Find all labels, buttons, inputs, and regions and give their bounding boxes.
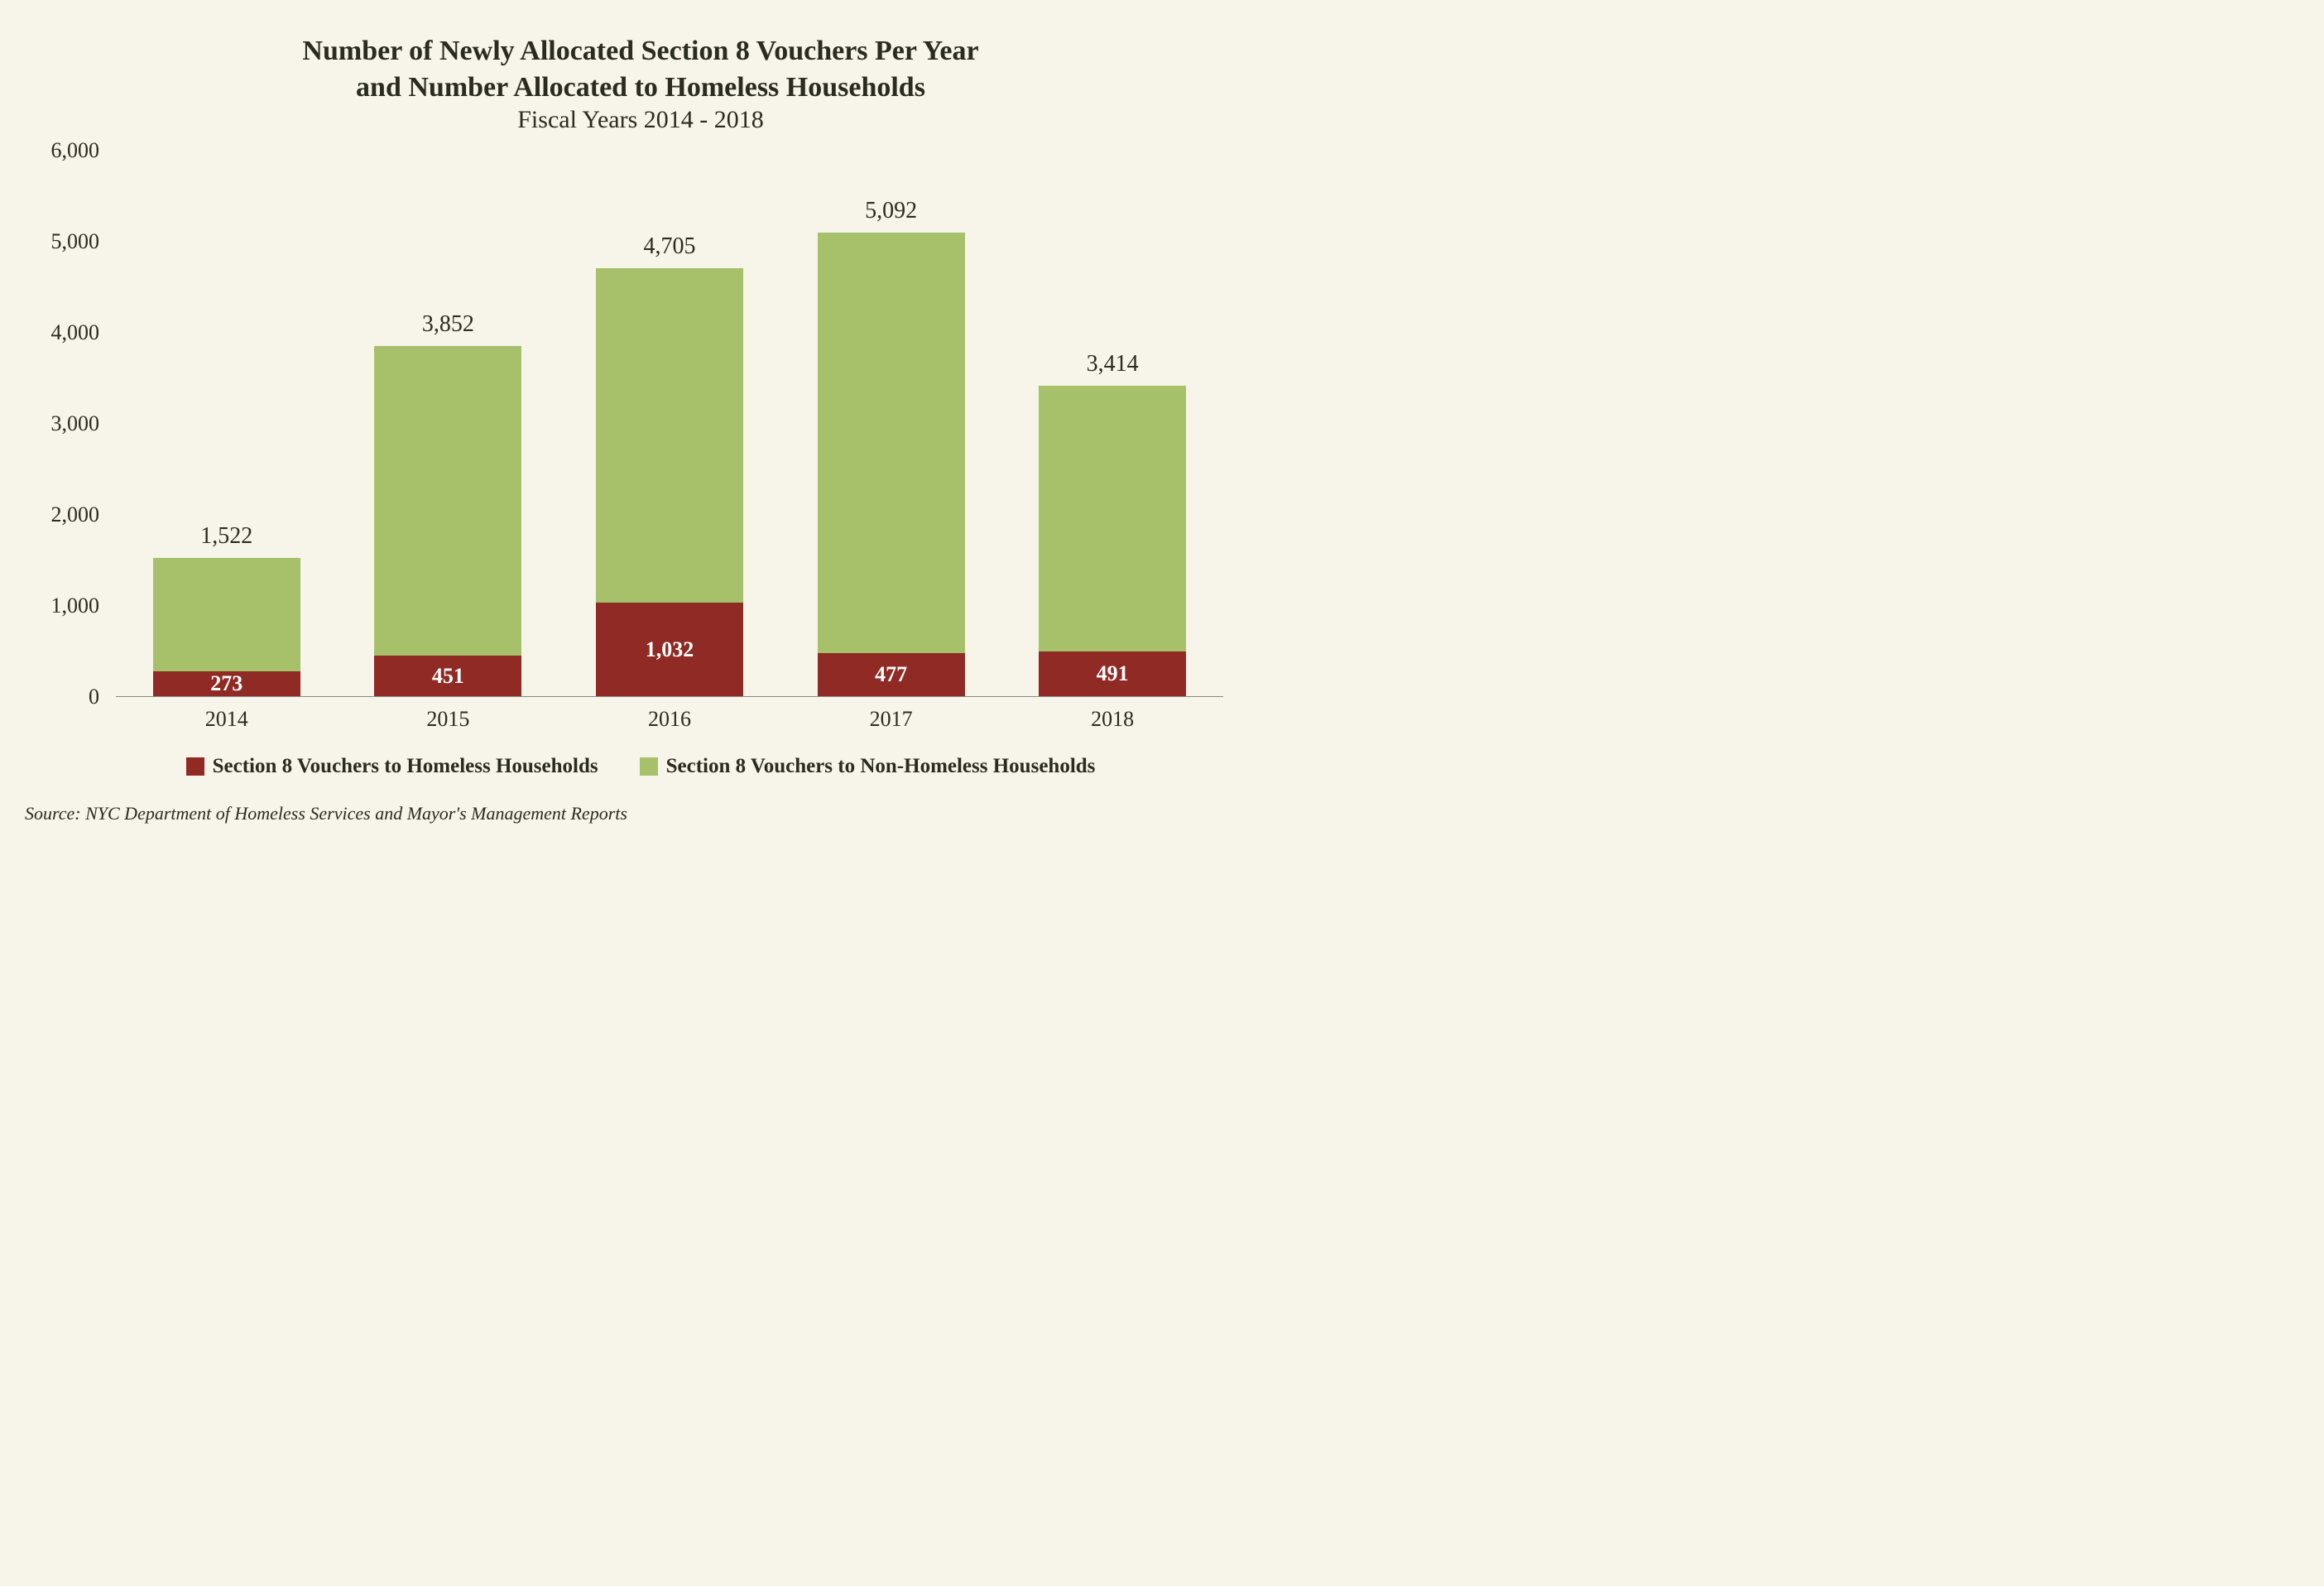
bar-value-label: 273 [210, 671, 242, 696]
bar-total-label: 1,522 [200, 523, 252, 550]
chart-title-line1: Number of Newly Allocated Section 8 Vouc… [25, 33, 1256, 70]
legend: Section 8 Vouchers to Homeless Household… [25, 755, 1256, 778]
bar-stack: 491 [1039, 386, 1186, 697]
plot-area: 01,0002,0003,0004,0005,0006,000 2731,522… [116, 151, 1223, 697]
bar-value-label: 491 [1097, 661, 1129, 686]
bar-group: 2731,522 [153, 558, 300, 696]
bar-total-label: 3,414 [1087, 351, 1139, 377]
bar-stack: 477 [818, 233, 965, 696]
x-tick-label: 2014 [153, 707, 300, 732]
bar-segment-homeless: 1,032 [596, 603, 743, 697]
bar-group: 4513,852 [374, 346, 521, 697]
bar-segment-nonhomeless [818, 233, 965, 653]
legend-label: Section 8 Vouchers to Non-Homeless House… [666, 755, 1096, 778]
y-tick-label: 0 [89, 685, 99, 709]
x-tick-label: 2017 [818, 707, 965, 732]
y-tick-label: 4,000 [51, 320, 100, 345]
bar-segment-homeless: 451 [374, 656, 521, 697]
bar-stack: 451 [374, 346, 521, 697]
bar-total-label: 4,705 [643, 233, 695, 260]
bar-group: 1,0324,705 [596, 268, 743, 697]
legend-swatch [640, 757, 658, 776]
legend-item: Section 8 Vouchers to Homeless Household… [186, 755, 598, 778]
x-axis: 2014 2015 2016 2017 2018 [116, 707, 1223, 732]
x-tick-label: 2015 [374, 707, 521, 732]
x-tick-label: 2016 [596, 707, 743, 732]
bar-group: 4913,414 [1039, 386, 1186, 697]
chart-container: Number of Newly Allocated Section 8 Vouc… [0, 0, 1281, 876]
y-tick-label: 5,000 [51, 229, 100, 254]
bar-segment-nonhomeless [1039, 386, 1186, 652]
y-tick-label: 1,000 [51, 594, 100, 618]
y-tick-label: 2,000 [51, 502, 100, 527]
bar-stack: 1,032 [596, 268, 743, 697]
bar-total-label: 3,852 [422, 311, 474, 338]
bar-segment-nonhomeless [374, 346, 521, 656]
bar-value-label: 477 [875, 662, 907, 687]
bar-segment-homeless: 273 [153, 671, 300, 696]
x-tick-label: 2018 [1039, 707, 1186, 732]
source-text: Source: NYC Department of Homeless Servi… [25, 803, 1256, 824]
bar-segment-homeless: 477 [818, 653, 965, 696]
bar-segment-nonhomeless [596, 268, 743, 603]
chart-subtitle: Fiscal Years 2014 - 2018 [25, 106, 1256, 134]
legend-item: Section 8 Vouchers to Non-Homeless House… [640, 755, 1096, 778]
y-tick-label: 6,000 [51, 138, 100, 163]
legend-label: Section 8 Vouchers to Homeless Household… [213, 755, 598, 778]
bar-value-label: 1,032 [646, 637, 694, 662]
legend-swatch [186, 757, 204, 776]
bar-total-label: 5,092 [865, 198, 917, 224]
bars-region: 2731,5224513,8521,0324,7054775,0924913,4… [116, 151, 1223, 697]
y-axis: 01,0002,0003,0004,0005,0006,000 [25, 151, 108, 697]
bar-segment-nonhomeless [153, 558, 300, 671]
bar-value-label: 451 [432, 664, 464, 689]
bar-segment-homeless: 491 [1039, 651, 1186, 696]
chart-title-line2: and Number Allocated to Homeless Househo… [25, 70, 1256, 106]
chart-title-block: Number of Newly Allocated Section 8 Vouc… [25, 33, 1256, 134]
bar-stack: 273 [153, 558, 300, 696]
bar-group: 4775,092 [818, 233, 965, 696]
y-tick-label: 3,000 [51, 411, 100, 436]
